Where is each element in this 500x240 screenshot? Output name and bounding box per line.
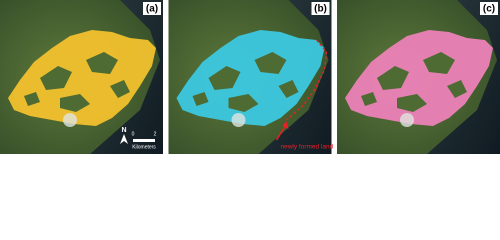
scale-unit: Kilometers — [132, 144, 156, 150]
sea — [258, 0, 332, 154]
vegetation-patch — [278, 80, 299, 98]
scale-bar — [133, 139, 155, 142]
vegetation-patch — [361, 92, 377, 106]
sea — [427, 0, 500, 154]
annotation-arrowhead — [282, 121, 289, 129]
vegetation-patch — [397, 94, 427, 112]
cloud — [400, 113, 414, 127]
sea — [90, 0, 163, 154]
figure: (a) N0 2 Kilometers (b) newly formed land (c) — [0, 0, 500, 154]
vegetation-patch — [423, 52, 455, 74]
scale-end: 2 — [154, 131, 157, 137]
lava-flow — [345, 30, 493, 126]
vegetation-patch — [228, 94, 259, 112]
vegetation-patch — [192, 92, 209, 106]
vegetation-patch — [60, 94, 90, 112]
vegetation-patch — [110, 80, 130, 98]
lava-flow — [176, 30, 325, 126]
vegetation-patch — [86, 52, 118, 74]
vegetation-patch — [447, 80, 467, 98]
scale-start: 0 — [132, 131, 135, 137]
panel-label: (a) — [146, 4, 158, 15]
cloud — [231, 113, 246, 127]
north-label: N — [121, 127, 126, 134]
panel-label-bg — [311, 2, 330, 15]
vegetation-patch — [254, 52, 287, 74]
panel-label-bg — [480, 2, 498, 15]
map-panel: (b) newly formed land — [168, 0, 334, 154]
north-arrow — [120, 134, 128, 144]
map-panel: (a) N0 2 Kilometers — [0, 0, 163, 154]
lava-flow — [8, 30, 156, 126]
panel-label: (c) — [483, 4, 495, 15]
cloud — [63, 113, 77, 127]
vegetation-patch — [24, 92, 40, 106]
vegetation-patch — [377, 66, 409, 90]
panel-label-bg — [143, 2, 161, 15]
vegetation-patch — [208, 66, 241, 90]
map-panel: (c) — [337, 0, 500, 154]
annotation-text: newly formed land — [281, 144, 334, 151]
panel-label: (b) — [314, 4, 327, 15]
vegetation-patch — [40, 66, 72, 90]
